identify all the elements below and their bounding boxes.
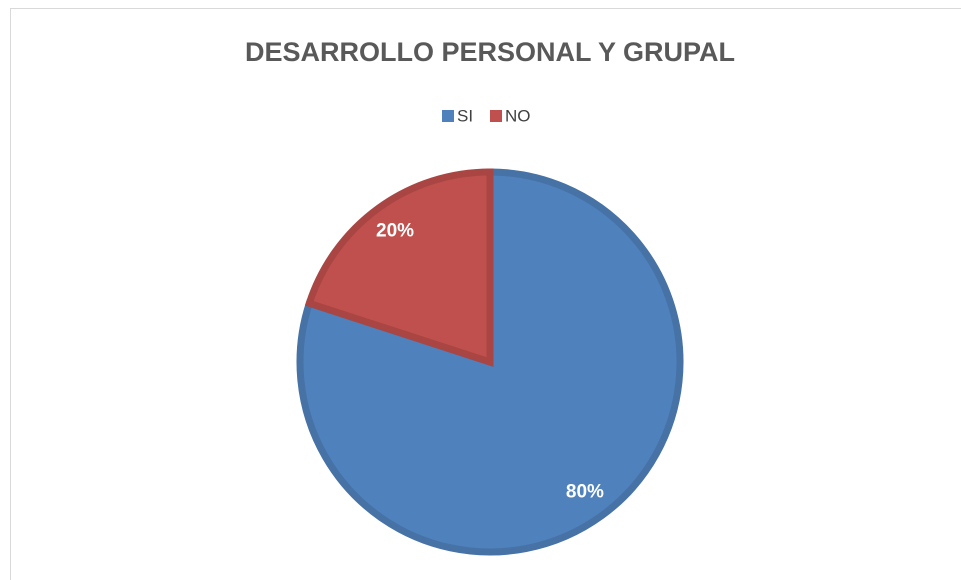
pie-slice: [304, 168, 494, 367]
legend-label: NO: [505, 106, 531, 125]
legend-swatch: [442, 110, 454, 122]
chart-title: DESARROLLO PERSONAL Y GRUPAL: [245, 37, 735, 67]
data-label: 20%: [376, 220, 414, 241]
data-label: 80%: [566, 482, 604, 503]
legend-label: SI: [457, 106, 473, 125]
legend-swatch: [490, 110, 502, 122]
pie-slice: [296, 168, 684, 556]
